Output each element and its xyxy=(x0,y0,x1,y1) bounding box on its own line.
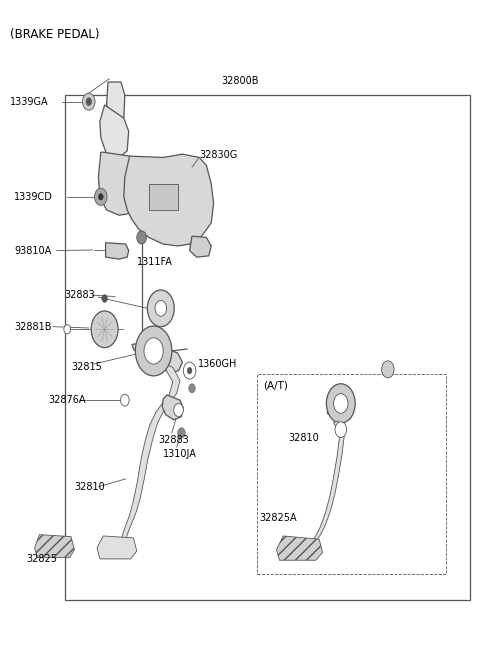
Polygon shape xyxy=(35,535,74,558)
Polygon shape xyxy=(124,154,214,246)
Text: 32881B: 32881B xyxy=(14,321,52,332)
Text: 1311FA: 1311FA xyxy=(137,257,173,268)
Circle shape xyxy=(155,300,167,316)
Text: 32810: 32810 xyxy=(74,482,105,492)
Polygon shape xyxy=(190,236,211,257)
Circle shape xyxy=(183,362,196,379)
Polygon shape xyxy=(106,243,129,259)
Text: 32810: 32810 xyxy=(288,432,319,443)
Polygon shape xyxy=(327,394,353,421)
Circle shape xyxy=(95,188,107,205)
Text: 32800B: 32800B xyxy=(221,75,259,86)
Polygon shape xyxy=(120,359,180,548)
Circle shape xyxy=(120,394,129,406)
Circle shape xyxy=(382,361,394,378)
Text: 32815: 32815 xyxy=(71,362,102,373)
Polygon shape xyxy=(132,342,182,373)
Polygon shape xyxy=(162,395,183,420)
Circle shape xyxy=(174,403,183,417)
Bar xyxy=(65,95,470,600)
Text: 93810A: 93810A xyxy=(14,245,52,256)
Circle shape xyxy=(83,93,95,110)
Circle shape xyxy=(326,384,355,423)
Polygon shape xyxy=(100,105,129,157)
Circle shape xyxy=(102,295,108,302)
Circle shape xyxy=(64,325,71,334)
Circle shape xyxy=(135,326,172,376)
Circle shape xyxy=(144,338,163,364)
Text: 1310JA: 1310JA xyxy=(163,449,197,459)
Circle shape xyxy=(147,290,174,327)
Text: 1339GA: 1339GA xyxy=(10,96,48,107)
Circle shape xyxy=(98,194,103,200)
Text: 32825A: 32825A xyxy=(259,513,297,523)
Text: 32883: 32883 xyxy=(158,434,189,445)
Text: 32830G: 32830G xyxy=(199,150,238,161)
Polygon shape xyxy=(149,184,178,210)
Circle shape xyxy=(178,428,185,438)
Text: 32883: 32883 xyxy=(65,290,96,300)
Text: (A/T): (A/T) xyxy=(263,380,288,390)
Polygon shape xyxy=(107,82,125,121)
Polygon shape xyxy=(276,536,323,560)
Text: (BRAKE PEDAL): (BRAKE PEDAL) xyxy=(10,28,99,41)
Circle shape xyxy=(86,98,92,106)
Text: 1339CD: 1339CD xyxy=(14,192,53,202)
Circle shape xyxy=(137,231,146,244)
Circle shape xyxy=(334,394,348,413)
Polygon shape xyxy=(306,421,345,548)
Circle shape xyxy=(189,384,195,393)
Circle shape xyxy=(91,311,118,348)
Text: 32825: 32825 xyxy=(26,554,58,564)
Text: 1360GH: 1360GH xyxy=(198,359,238,369)
Circle shape xyxy=(335,422,347,438)
Bar xyxy=(257,374,446,574)
Polygon shape xyxy=(98,152,142,215)
Polygon shape xyxy=(97,536,137,559)
Text: 32876A: 32876A xyxy=(48,395,85,405)
Circle shape xyxy=(187,367,192,374)
